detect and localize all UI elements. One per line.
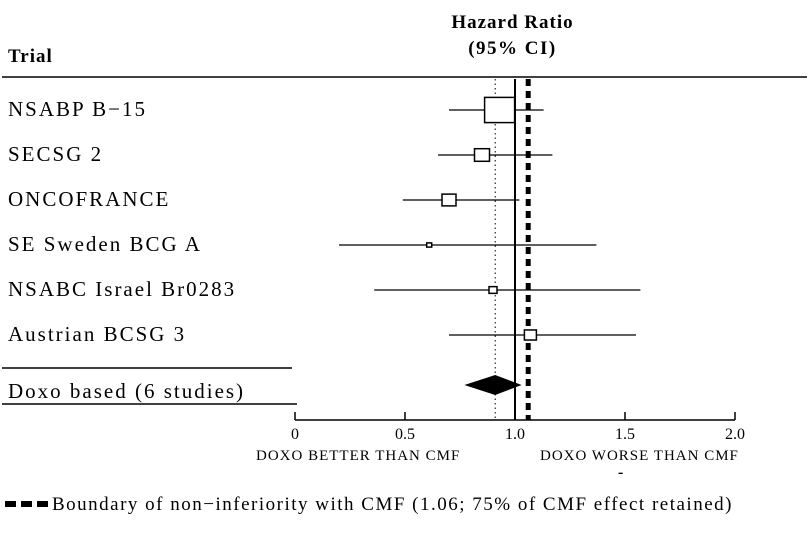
summary-label: Doxo based (6 studies) — [8, 379, 246, 403]
hr-marker — [523, 329, 538, 341]
axis-direction-label-right: DOXO WORSE THAN CMF — [540, 448, 739, 464]
stray-dash-mark: - — [618, 464, 624, 481]
hr-marker — [425, 242, 433, 248]
hr-marker — [473, 147, 491, 163]
trial-column-header: Trial — [8, 46, 53, 67]
trial-label: SE Sweden BCG A — [8, 232, 202, 256]
x-tick-label: 0.5 — [395, 426, 415, 443]
hr-marker — [488, 285, 498, 295]
chart-title-line2: (95% CI) — [468, 38, 557, 59]
trial-label: Austrian BCSG 3 — [8, 322, 187, 346]
summary-diamond — [464, 375, 522, 395]
x-tick-label: 2.0 — [725, 426, 745, 443]
legend-boundary-text: Boundary of non−inferiority with CMF (1.… — [52, 494, 733, 515]
trial-label: NSABP B−15 — [8, 97, 148, 121]
chart-title-line1: Hazard Ratio — [451, 12, 574, 33]
x-tick-label: 1.5 — [615, 426, 635, 443]
trial-label: SECSG 2 — [8, 142, 104, 166]
hr-marker — [483, 96, 516, 124]
trial-label: NSABC Israel Br0283 — [8, 277, 237, 301]
x-tick-label: 0 — [291, 426, 299, 443]
trial-label: ONCOFRANCE — [8, 187, 171, 211]
axis-direction-label-left: DOXO BETTER THAN CMF — [256, 448, 461, 464]
non-inferiority-line-sample-icon — [5, 501, 48, 507]
hr-marker — [441, 193, 457, 207]
x-tick-label: 1.0 — [505, 426, 525, 443]
